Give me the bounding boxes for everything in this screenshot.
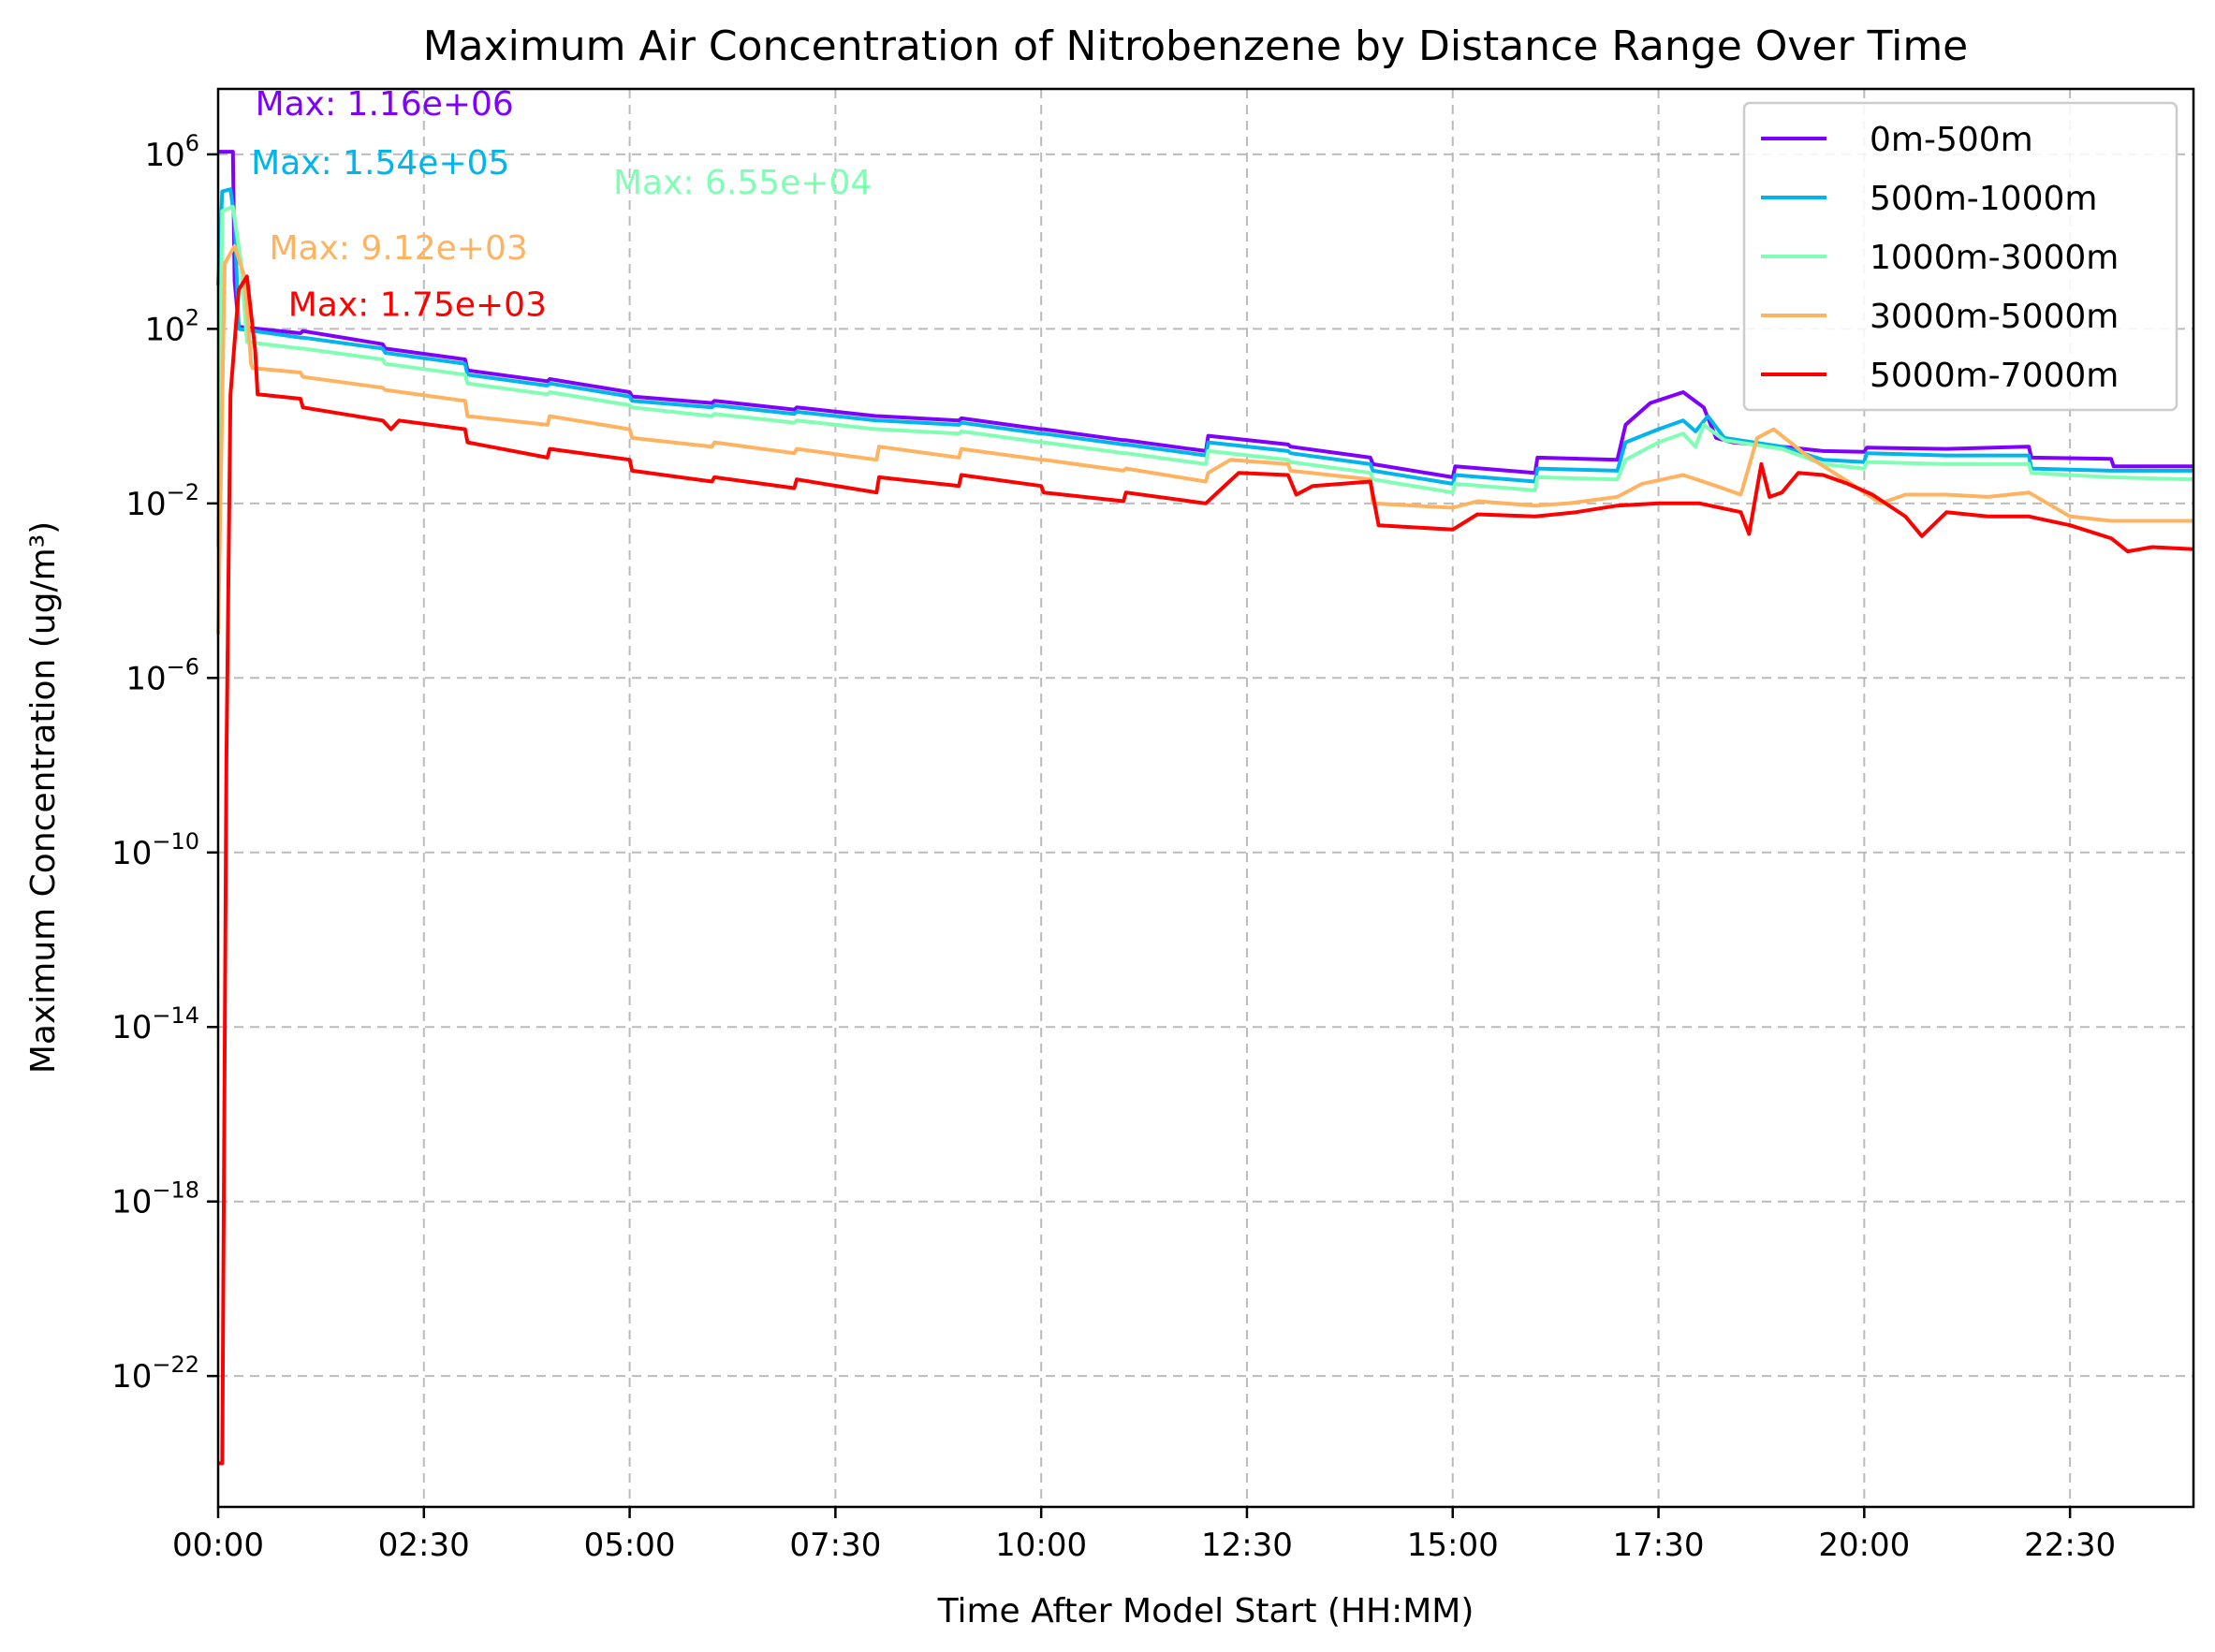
x-tick-label: 17:30 [1613,1527,1705,1564]
x-tick-label: 10:00 [995,1527,1087,1564]
legend-label: 3000m-5000m [1870,298,2119,336]
max-annotation: Max: 1.75e+03 [288,285,547,324]
y-tick-label: 106 [144,130,199,174]
max-annotation: Max: 1.54e+05 [251,144,509,183]
max-annotation: Max: 9.12e+03 [270,229,528,268]
series-line-5000m-7000m [218,274,2194,1466]
y-axis-ticks: 106 102 10−2 10−6 10−10 10−14 10−18 10−22 [111,130,218,1396]
x-tick-label: 07:30 [789,1527,881,1564]
x-axis-label: Time After Model Start (HH:MM) [937,1592,1474,1630]
series-line-3000m-5000m [216,243,2193,635]
legend-box [1742,101,2178,412]
plot-area-frame [216,87,2195,1509]
x-tick-label: 22:30 [2024,1527,2116,1564]
series-line-1000m-3000m [216,204,2194,548]
y-tick-label: 10−2 [125,479,199,523]
y-tick-label: 10−22 [111,1352,199,1396]
chart-title: Maximum Air Concentration of Nitrobenzen… [423,22,1969,70]
x-axis-ticks: 00:00 02:30 05:00 07:30 10:00 12:30 15:00 17:30… [172,1507,2116,1564]
series-line-500m-1000m [216,187,2193,486]
max-annotations: Max: 1.16e+06 Max: 1.54e+05 Max: 6.55e+04 M… [251,85,872,324]
legend-label: 0m-500m [1870,121,2033,159]
x-tick-label: 02:30 [378,1527,470,1564]
y-tick-label: 10−14 [111,1002,199,1046]
x-tick-label: 15:00 [1407,1527,1499,1564]
max-annotation: Max: 6.55e+04 [613,164,872,202]
max-annotation: Max: 1.16e+06 [256,85,514,124]
x-tick-label: 00:00 [172,1527,264,1564]
y-tick-label: 10−10 [111,828,199,872]
x-tick-label: 20:00 [1818,1527,1910,1564]
y-tick-label: 102 [144,304,199,348]
legend-label: 500m-1000m [1870,180,2097,218]
x-tick-label: 05:00 [584,1527,676,1564]
y-axis-label: Maximum Concentration (ug/m³) [24,521,63,1074]
legend: 0m-500m 500m-1000m 1000m-3000m 3000m-5000m 5… [1742,101,2178,412]
y-tick-label: 10−18 [111,1177,199,1221]
series-lines [216,150,2194,1466]
x-tick-label: 12:30 [1201,1527,1293,1564]
legend-label: 1000m-3000m [1870,239,2119,277]
legend-label: 5000m-7000m [1870,357,2119,395]
y-tick-label: 10−6 [125,653,199,697]
